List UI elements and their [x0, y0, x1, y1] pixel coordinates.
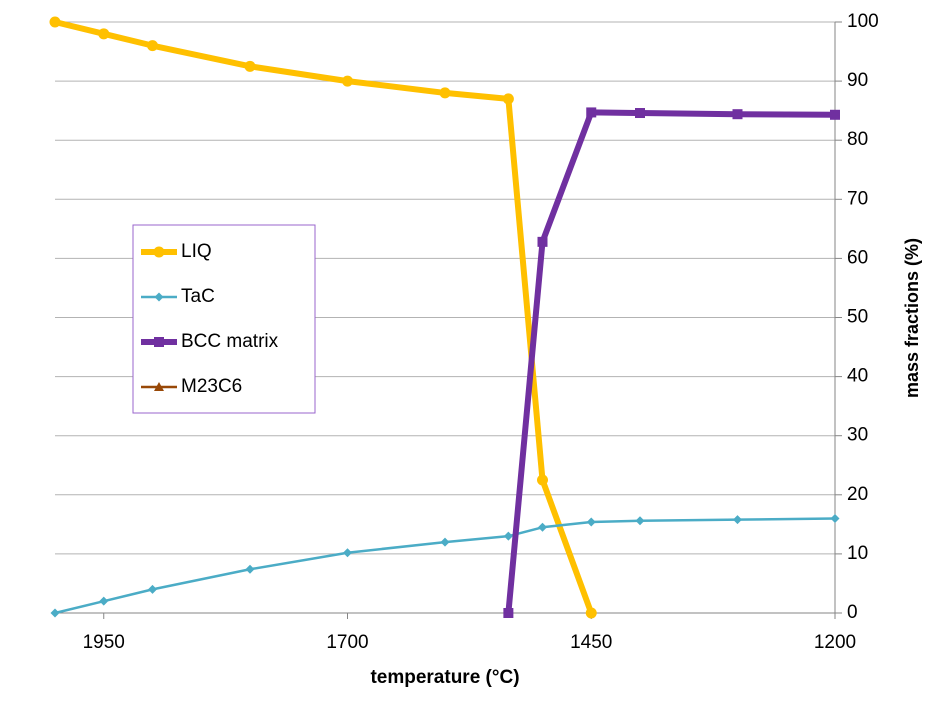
y-tick-label: 0 — [847, 602, 858, 623]
series-line — [54, 517, 836, 615]
point — [635, 108, 645, 119]
point — [343, 548, 352, 558]
point — [503, 608, 514, 618]
legend-label: LIQ — [181, 241, 212, 262]
point — [830, 513, 840, 523]
legend-marker — [153, 246, 165, 258]
x-tick-label: 1700 — [326, 632, 368, 653]
point — [342, 75, 353, 87]
point — [50, 608, 60, 618]
point — [830, 109, 840, 120]
legend-marker — [154, 292, 164, 302]
point — [586, 517, 596, 527]
x-axis-label: temperature (°C) — [370, 667, 519, 688]
point — [586, 107, 597, 118]
point — [98, 28, 110, 40]
x-tick-label: 1950 — [83, 632, 125, 653]
y-tick-label: 100 — [847, 11, 879, 32]
point — [147, 40, 158, 52]
point — [148, 584, 157, 594]
point — [635, 516, 645, 526]
y-tick-label: 10 — [847, 543, 868, 564]
y-tick-label: 20 — [847, 484, 868, 505]
point — [99, 596, 109, 606]
legend-marker — [154, 337, 164, 347]
point — [440, 537, 450, 547]
legend-label: M23C6 — [181, 376, 242, 397]
point — [537, 474, 548, 486]
point — [732, 109, 743, 120]
legend-label: BCC matrix — [181, 331, 279, 352]
legend-label: TaC — [181, 286, 215, 307]
point — [502, 93, 514, 105]
point — [733, 515, 742, 525]
x-tick-label: 1450 — [570, 632, 612, 653]
y-tick-label: 30 — [847, 425, 868, 446]
y-axis-label: mass fractions (%) — [902, 238, 922, 398]
y-tick-label: 80 — [847, 129, 868, 150]
point — [245, 564, 255, 574]
point — [503, 531, 513, 541]
point — [537, 236, 548, 247]
y-tick-label: 60 — [847, 247, 868, 268]
point — [49, 16, 61, 28]
point — [585, 607, 597, 619]
point — [538, 522, 547, 532]
x-tick-label: 1200 — [814, 632, 856, 653]
y-tick-label: 70 — [847, 188, 868, 209]
point — [439, 87, 451, 99]
y-tick-label: 90 — [847, 70, 868, 91]
series-line — [505, 109, 836, 614]
y-tick-label: 40 — [847, 366, 868, 387]
point — [244, 60, 256, 72]
y-tick-label: 50 — [847, 307, 868, 328]
legend-box — [132, 224, 316, 414]
legend-marker — [154, 382, 164, 391]
